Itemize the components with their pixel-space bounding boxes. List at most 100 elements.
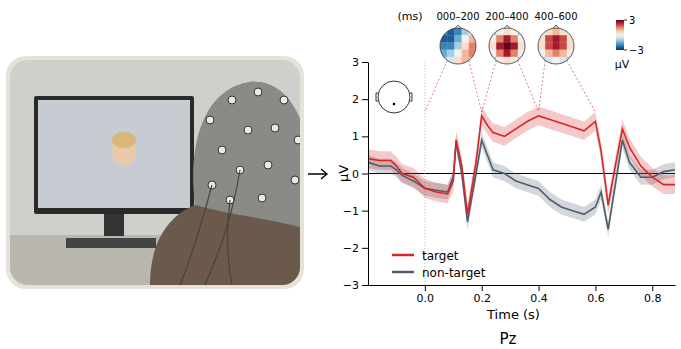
topomap-connector — [567, 60, 596, 112]
electrode — [244, 126, 252, 134]
electrode — [218, 146, 226, 154]
topomap-cell — [440, 42, 448, 50]
topomap-cell — [560, 50, 568, 58]
y-axis-title: μV — [336, 165, 351, 182]
topomap-cell — [545, 50, 553, 58]
tick-label: 0 — [352, 168, 359, 181]
topomap-cell — [496, 50, 504, 58]
topomap-nose — [455, 25, 461, 29]
electrode — [294, 136, 300, 144]
topomap-cell — [489, 50, 497, 58]
tick-mark — [595, 285, 596, 291]
topomap-outline — [489, 28, 525, 64]
tick: 2 — [352, 93, 368, 106]
tick: 1 — [352, 130, 368, 143]
colorbar-tick — [624, 20, 627, 21]
topomap-cell — [567, 28, 575, 36]
tick: 0 — [352, 168, 368, 181]
chart-title: Pz — [500, 330, 517, 348]
tick-mark — [425, 285, 426, 291]
electrode — [206, 116, 214, 124]
legend-swatch — [392, 254, 414, 257]
tick-mark — [362, 62, 368, 63]
tick-mark — [362, 136, 368, 137]
topomap-cell — [552, 35, 560, 43]
topomap-cell — [538, 57, 546, 65]
topomap-outline — [538, 28, 574, 64]
electrode-wires — [180, 170, 240, 285]
topomap-cell — [511, 35, 518, 43]
topomap — [489, 25, 525, 64]
topomap-label: 400–600 — [534, 11, 577, 22]
tick: 0.6 — [587, 285, 605, 305]
monitor-screen — [38, 100, 190, 208]
axis-line — [369, 285, 676, 286]
series-line — [368, 116, 675, 214]
topomap-cell — [503, 42, 511, 50]
topomap-cell — [462, 42, 470, 50]
topomap-cell — [454, 50, 462, 58]
figure: 0.00.20.40.60.8−3−2−10123Time (s)μVPztar… — [0, 0, 681, 349]
tick-label: 2 — [352, 93, 359, 106]
topomap-connector — [518, 60, 539, 112]
legend-label: non-target — [422, 266, 486, 280]
x-axis-title: Time (s) — [486, 307, 540, 322]
topomap-cell — [552, 42, 560, 50]
topomap-cell — [440, 50, 448, 58]
tick-label: 0.6 — [587, 292, 605, 305]
topomap-cell — [447, 50, 455, 58]
topomap — [440, 25, 476, 64]
topomap-cell — [503, 35, 511, 43]
topomap-cell — [503, 57, 511, 65]
colorbar-tick-label: −3 — [629, 45, 644, 56]
topomap-cell — [518, 57, 526, 65]
electrode — [271, 124, 279, 132]
topomap-cell — [489, 42, 497, 50]
topomap-connector — [482, 60, 496, 112]
topomap-cell — [496, 42, 504, 50]
topomap-cell — [545, 42, 553, 50]
topomap-label: 200–400 — [485, 11, 528, 22]
tick: 0.8 — [644, 285, 662, 305]
topomap-cell — [447, 35, 455, 43]
tick-label: 0.8 — [644, 292, 662, 305]
tick-mark — [539, 285, 540, 291]
colorbar-label: μV — [615, 58, 630, 71]
topomap-cell — [454, 35, 462, 43]
topomap-cell — [560, 35, 568, 43]
topomap-cell — [469, 42, 477, 50]
photo-illustration — [6, 56, 313, 289]
head — [150, 82, 300, 285]
colorbar-tick — [624, 50, 627, 51]
topomap-cell — [469, 28, 477, 36]
colorbar-tick-label: 3 — [629, 15, 635, 26]
topomap-cell — [511, 28, 518, 36]
tick: −1 — [343, 205, 368, 218]
topomap-nose — [504, 25, 510, 29]
topomap-cell — [496, 35, 504, 43]
tick-label: 1 — [352, 130, 359, 143]
tick-label: −2 — [343, 242, 359, 255]
monitor-frame — [34, 96, 194, 214]
topomap-cell — [462, 28, 470, 36]
topomap-cell — [503, 28, 511, 36]
colorbar — [616, 20, 624, 50]
topomap-connector — [469, 60, 482, 112]
plot-area — [368, 62, 675, 285]
topomap-outline — [440, 28, 476, 64]
topomap-cell — [454, 28, 462, 36]
face-hair — [112, 132, 136, 148]
tick: −3 — [343, 279, 368, 292]
topomap-cell — [462, 35, 470, 43]
legend-swatch — [392, 271, 414, 274]
topomap-cell — [447, 42, 455, 50]
topomap-label: 000–200 — [436, 11, 479, 22]
topomap-cell — [503, 50, 511, 58]
tick: 0.0 — [417, 285, 435, 305]
topomap-cell — [552, 57, 560, 65]
series-line — [368, 140, 675, 229]
head-inset — [378, 81, 410, 113]
tick-label: 0.4 — [530, 292, 548, 305]
topomap-cell — [552, 50, 560, 58]
topomap — [538, 25, 574, 64]
